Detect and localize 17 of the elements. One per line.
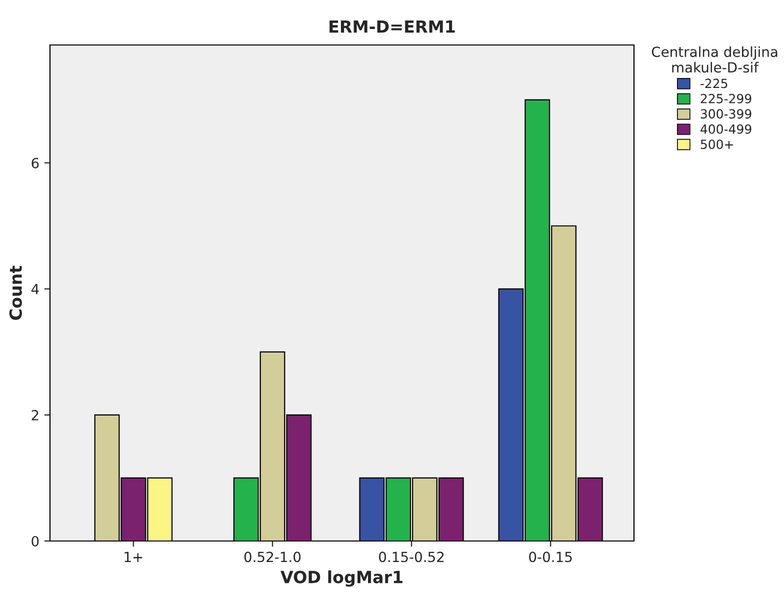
x-axis-title: VOD logMar1 [280, 570, 402, 587]
legend-label: 500+ [700, 140, 733, 150]
y-axis-title: Count [9, 266, 22, 320]
x-tick-label: 0.15-0.52 [379, 552, 444, 562]
legend-label: 300-399 [700, 109, 752, 119]
y-tick-label: 6 [32, 158, 39, 168]
x-tick-label: 0-0.15 [529, 552, 572, 562]
chart-title: ERM-D=ERM1 [330, 20, 455, 33]
y-tick-label: 2 [32, 410, 38, 420]
legend-label: 225-299 [700, 94, 752, 104]
x-tick-label: 1+ [124, 552, 142, 562]
legend-label: -225 [700, 78, 728, 88]
y-tick-label: 0 [32, 536, 39, 546]
x-tick-label: 0.52-1.0 [244, 552, 301, 562]
y-tick-label: 4 [31, 284, 39, 294]
legend-label: 400-499 [700, 124, 752, 134]
legend-title: Centralna debljina makule-D-sif [652, 46, 778, 73]
